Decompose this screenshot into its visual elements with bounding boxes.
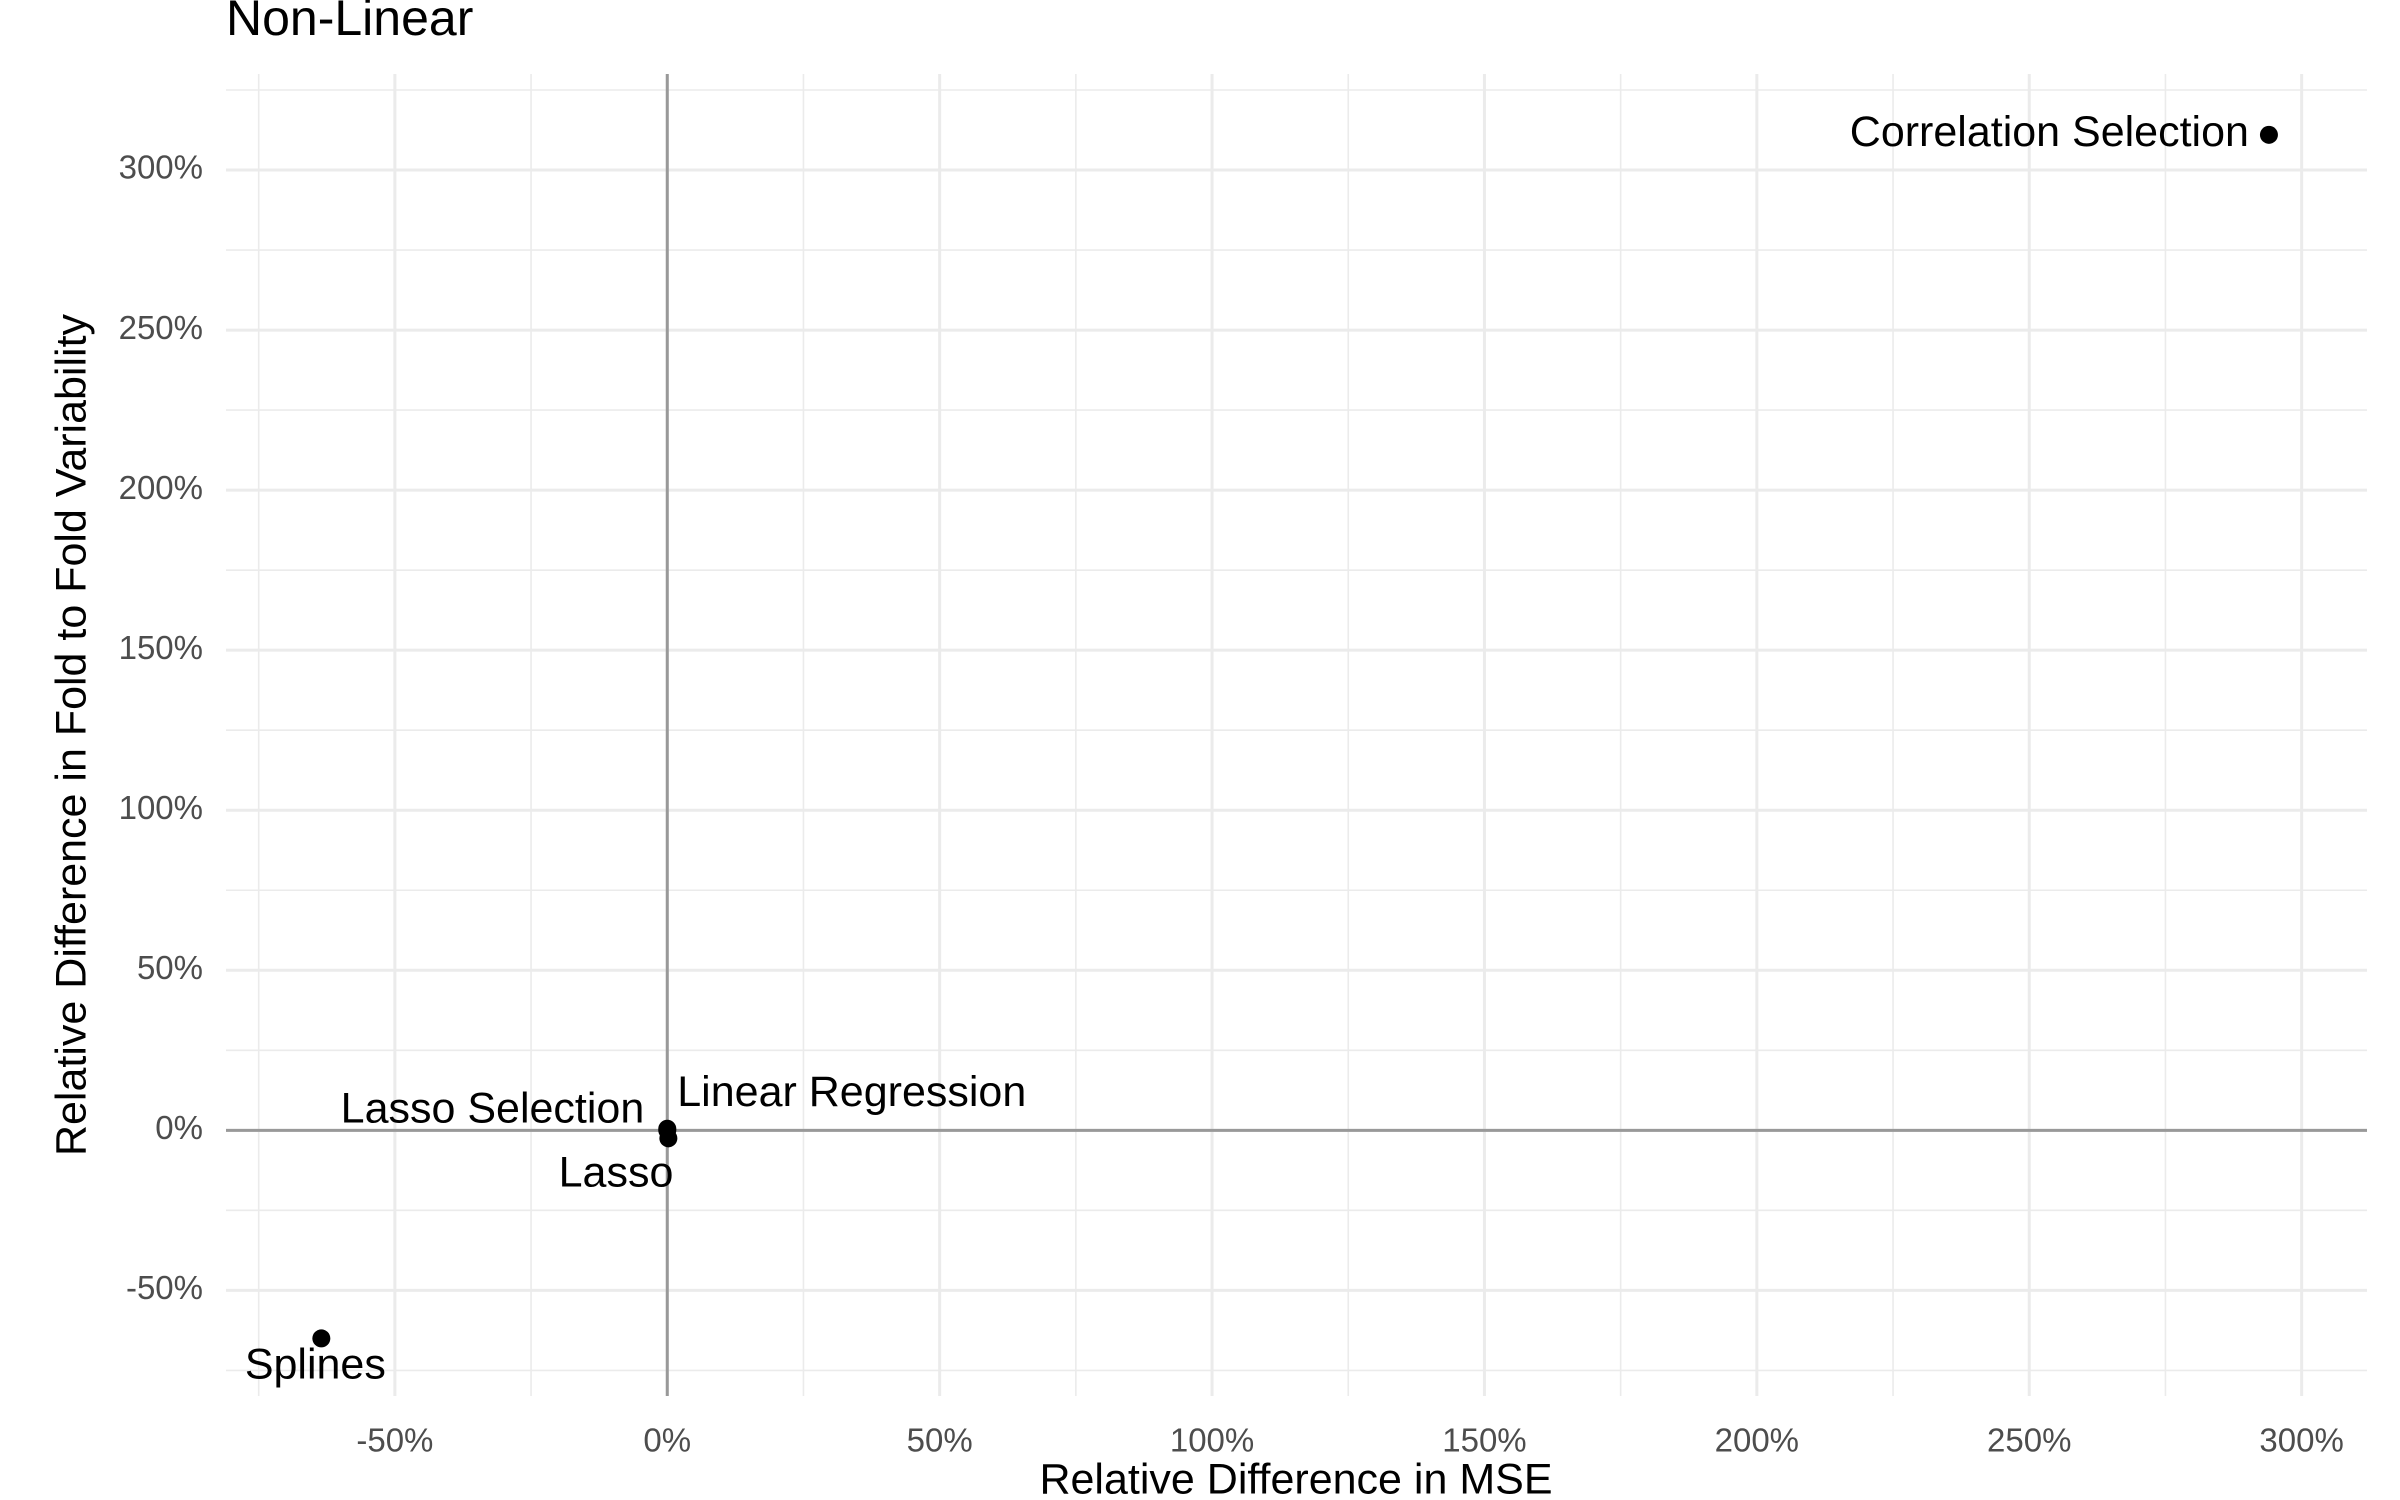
x-tick-label: -50% — [356, 1422, 433, 1459]
y-tick-label: 0% — [155, 1109, 203, 1146]
x-tick-label: 300% — [2259, 1422, 2343, 1459]
x-tick-label: 150% — [1442, 1422, 1526, 1459]
y-tick-label: 300% — [119, 149, 203, 186]
y-tick-label: 250% — [119, 309, 203, 346]
y-tick-label: 50% — [137, 949, 203, 986]
point-label: Lasso Selection — [341, 1085, 645, 1133]
x-tick-label: 0% — [643, 1422, 691, 1459]
point-label: Splines — [245, 1341, 386, 1389]
y-tick-label: -50% — [126, 1269, 203, 1306]
point-label: Linear Regression — [677, 1068, 1026, 1116]
point — [659, 1129, 678, 1148]
point-label: Lasso — [559, 1149, 674, 1197]
y-tick-label: 150% — [119, 629, 203, 666]
y-axis-title: Relative Difference in Fold to Fold Vari… — [47, 313, 95, 1156]
x-tick-label: 250% — [1987, 1422, 2071, 1459]
x-tick-label: 200% — [1715, 1422, 1799, 1459]
point — [2259, 125, 2278, 144]
y-tick-label: 100% — [119, 789, 203, 826]
y-tick-label: 200% — [119, 469, 203, 506]
x-axis-title: Relative Difference in MSE — [1039, 1455, 1552, 1500]
point — [312, 1329, 331, 1348]
x-tick-label: 50% — [907, 1422, 973, 1459]
chart-title: Non-Linear — [226, 0, 473, 46]
point-label: Correlation Selection — [1850, 108, 2249, 156]
x-tick-label: 100% — [1170, 1422, 1254, 1459]
